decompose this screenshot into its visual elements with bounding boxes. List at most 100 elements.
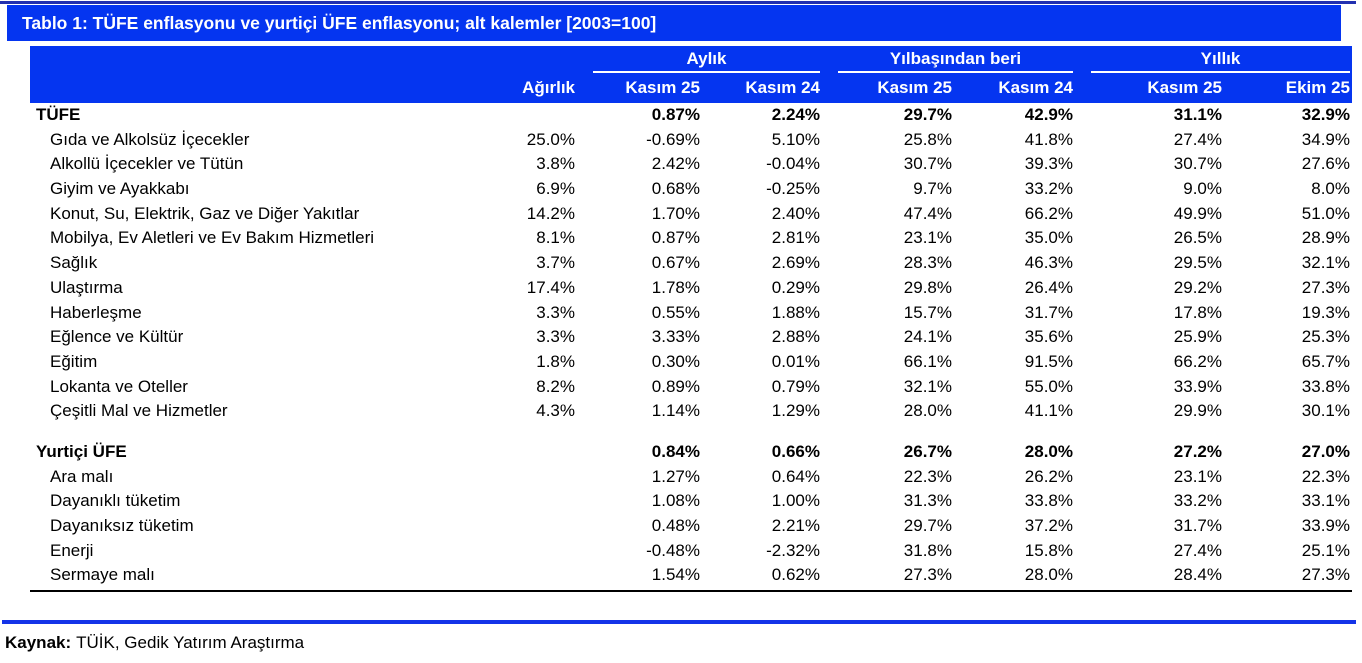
- value-cell: -0.04%: [766, 154, 820, 174]
- value-cell: 0.55%: [651, 302, 700, 322]
- value-cell: 29.7%: [903, 105, 952, 124]
- page-title: Tablo 1: TÜFE enflasyonu ve yurtiçi ÜFE …: [22, 12, 657, 33]
- table-row: TÜFE 0.87% 2.24% 29.7% 42.9% 31.1% 32.9%: [30, 103, 1352, 128]
- col-header-annual-2: Ekim 25: [1285, 78, 1350, 97]
- weight-cell: 3.7%: [536, 253, 575, 273]
- table-row: Giyim ve Ayakkabı 6.9% 0.68% -0.25% 9.7% 33.2…: [30, 177, 1352, 202]
- value-cell: 25.3%: [1301, 327, 1350, 347]
- value-cell: 35.6%: [1024, 327, 1073, 347]
- value-cell: 0.62%: [771, 565, 820, 585]
- value-cell: 27.2%: [1173, 441, 1222, 461]
- value-cell: 47.4%: [903, 203, 952, 223]
- value-cell: 19.3%: [1301, 302, 1350, 322]
- table-row: Dayanıksız tüketim 0.48% 2.21% 29.7% 37.2% 31…: [30, 514, 1352, 539]
- report-title-bar: Tablo 1: TÜFE enflasyonu ve yurtiçi ÜFE …: [7, 5, 1341, 41]
- value-cell: 1.27%: [651, 466, 700, 486]
- table-row: Konut, Su, Elektrik, Gaz ve Diğer Yakıtl…: [30, 202, 1352, 227]
- value-cell: 31.8%: [903, 540, 952, 560]
- value-cell: 29.5%: [1173, 253, 1222, 273]
- value-cell: 27.0%: [1301, 441, 1350, 461]
- value-cell: -0.69%: [646, 129, 700, 149]
- value-cell: 55.0%: [1024, 376, 1073, 396]
- weight-cell: 14.2%: [526, 203, 575, 223]
- value-cell: 25.9%: [1173, 327, 1222, 347]
- value-cell: 0.29%: [771, 277, 820, 297]
- value-cell: 1.00%: [771, 491, 820, 511]
- value-cell: 66.2%: [1173, 351, 1222, 371]
- value-cell: 39.3%: [1024, 154, 1073, 174]
- weight-cell: 8.1%: [536, 228, 575, 248]
- group-header-monthly: Aylık: [593, 46, 820, 73]
- row-label: Enerji: [50, 540, 94, 560]
- group-label-monthly: Aylık: [686, 49, 727, 68]
- value-cell: 1.88%: [771, 302, 820, 322]
- col-header-annual-1: Kasım 25: [1147, 78, 1222, 97]
- weight-cell: [450, 563, 575, 588]
- value-cell: 28.0%: [1024, 441, 1073, 461]
- row-label: Yurtiçi ÜFE: [36, 441, 127, 461]
- row-label: Konut, Su, Elektrik, Gaz ve Diğer Yakıtl…: [50, 203, 360, 223]
- value-cell: 31.3%: [903, 491, 952, 511]
- weight-cell: [450, 514, 575, 539]
- col-header-monthly-1: Kasım 25: [625, 78, 700, 97]
- value-cell: 27.6%: [1301, 154, 1350, 174]
- value-cell: 1.29%: [771, 401, 820, 421]
- value-cell: 91.5%: [1024, 351, 1073, 371]
- value-cell: 29.9%: [1173, 401, 1222, 421]
- top-rule: [0, 1, 1356, 4]
- table-row: Ara malı 1.27% 0.64% 22.3% 26.2% 23.1% 22.3%: [30, 465, 1352, 490]
- value-cell: 8.0%: [1311, 179, 1350, 199]
- row-label: Gıda ve Alkolsüz İçecekler: [50, 129, 250, 149]
- bottom-rule: [2, 620, 1356, 624]
- row-label: TÜFE: [36, 105, 81, 124]
- value-cell: 1.54%: [651, 565, 700, 585]
- column-header-row: Ağırlık Kasım 25 Kasım 24 Kasım 25 Kasım…: [30, 75, 1352, 103]
- value-cell: 25.1%: [1301, 540, 1350, 560]
- value-cell: 1.78%: [651, 277, 700, 297]
- row-label: Alkollü İçecekler ve Tütün: [50, 154, 244, 174]
- value-cell: 42.9%: [1024, 105, 1073, 124]
- value-cell: 33.8%: [1301, 376, 1350, 396]
- value-cell: 66.1%: [903, 351, 952, 371]
- table-row: Yurtiçi ÜFE 0.84% 0.66% 26.7% 28.0% 27.2% 27.0…: [30, 440, 1352, 465]
- value-cell: 28.9%: [1301, 228, 1350, 248]
- value-cell: 0.79%: [771, 376, 820, 396]
- value-cell: 3.33%: [651, 327, 700, 347]
- value-cell: 0.64%: [771, 466, 820, 486]
- value-cell: 2.88%: [771, 327, 820, 347]
- value-cell: 15.8%: [1024, 540, 1073, 560]
- table-row: Lokanta ve Oteller 8.2% 0.89% 0.79% 32.1% 55.…: [30, 375, 1352, 400]
- value-cell: 66.2%: [1024, 203, 1073, 223]
- group-header-annual: Yıllık: [1091, 46, 1350, 73]
- group-header-row: Aylık Yılbaşından beri Yıllık: [30, 46, 1352, 75]
- weight-cell: 3.3%: [536, 327, 575, 347]
- value-cell: 27.3%: [1301, 277, 1350, 297]
- table-row: Enerji -0.48% -2.32% 31.8% 15.8% 27.4% 25.1%: [30, 539, 1352, 564]
- value-cell: 41.1%: [1024, 401, 1073, 421]
- weight-cell: 1.8%: [536, 351, 575, 371]
- col-header-empty: [30, 75, 450, 103]
- table-row: Sağlık 3.7% 0.67% 2.69% 28.3% 46.3% 29.5% 32.1%: [30, 251, 1352, 276]
- value-cell: 35.0%: [1024, 228, 1073, 248]
- value-cell: 22.3%: [1301, 466, 1350, 486]
- value-cell: 2.24%: [771, 105, 820, 124]
- value-cell: 2.21%: [771, 516, 820, 535]
- value-cell: 23.1%: [1173, 466, 1222, 486]
- value-cell: 2.69%: [771, 253, 820, 273]
- table-body: TÜFE 0.87% 2.24% 29.7% 42.9% 31.1% 32.9% Gıda v…: [30, 103, 1352, 593]
- value-cell: 33.9%: [1173, 376, 1222, 396]
- value-cell: 1.08%: [651, 491, 700, 511]
- value-cell: 65.7%: [1301, 351, 1350, 371]
- value-cell: 28.0%: [1024, 565, 1073, 585]
- table-row: Çeşitli Mal ve Hizmetler 4.3% 1.14% 1.29% 28…: [30, 399, 1352, 424]
- value-cell: 0.87%: [651, 228, 700, 248]
- row-label: Mobilya, Ev Aletleri ve Ev Bakım Hizmetl…: [50, 228, 375, 248]
- value-cell: 33.2%: [1024, 179, 1073, 199]
- value-cell: 31.7%: [1024, 302, 1073, 322]
- value-cell: 29.2%: [1173, 277, 1222, 297]
- value-cell: 28.3%: [903, 253, 952, 273]
- value-cell: 26.4%: [1024, 277, 1073, 297]
- value-cell: 51.0%: [1301, 203, 1350, 223]
- weight-cell: 3.8%: [536, 154, 575, 174]
